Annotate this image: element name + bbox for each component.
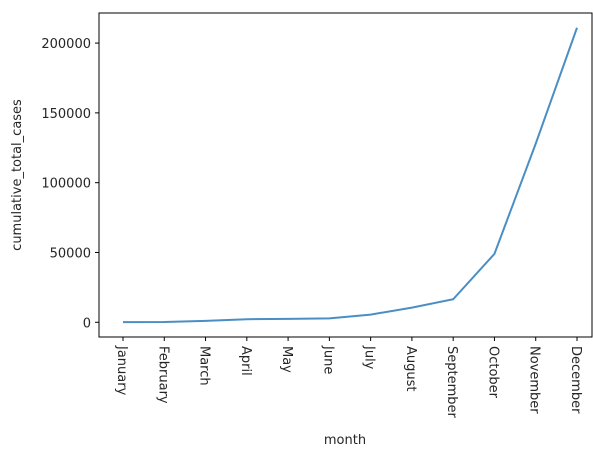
y-tick-label: 100000 — [41, 177, 91, 192]
x-tick-label: July — [362, 345, 377, 370]
y-tick-label: 50000 — [50, 246, 91, 261]
y-tick-label: 150000 — [41, 107, 91, 122]
x-tick-label: September — [444, 346, 459, 419]
x-tick-label: August — [403, 346, 418, 392]
x-tick-label: June — [320, 345, 335, 374]
x-axis-label: month — [324, 433, 366, 448]
x-tick-label: May — [279, 346, 294, 373]
x-tick-label: February — [155, 346, 170, 404]
x-tick-label: January — [114, 345, 129, 396]
plot-frame — [98, 12, 593, 338]
y-axis-label: cumulative_total_cases — [10, 99, 25, 251]
x-axis: January February March April May June July Augu… — [114, 337, 583, 419]
x-tick-label: December — [568, 346, 583, 414]
y-axis: 0 50000 100000 150000 200000 — [41, 37, 99, 331]
y-tick-label: 200000 — [41, 37, 91, 52]
x-tick-label: April — [238, 346, 253, 376]
x-tick-label: November — [527, 346, 542, 414]
x-tick-label: March — [197, 346, 212, 386]
x-tick-label: October — [485, 346, 500, 399]
series-line — [122, 27, 578, 324]
y-tick-label: 0 — [83, 316, 91, 331]
